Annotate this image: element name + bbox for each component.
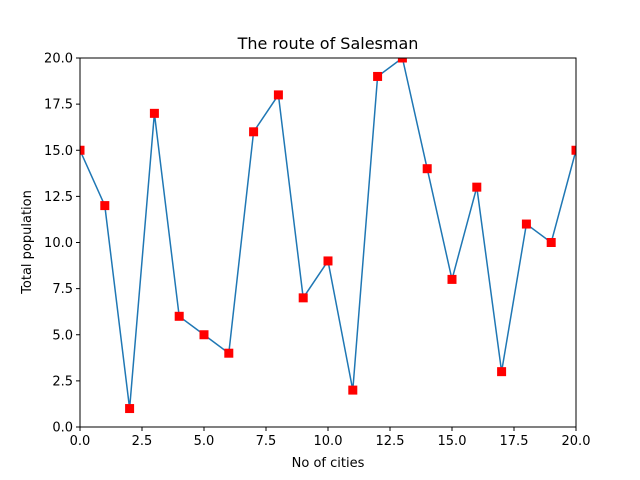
data-point-marker (80, 145, 85, 155)
data-point-marker (174, 311, 184, 321)
y-tick-label: 15.0 (44, 144, 73, 159)
data-point-marker (546, 238, 556, 247)
y-axis-ticks: 0.0 2.5 5.0 7.5 10.0 12.5 15.0 17.5 20.0 (44, 52, 80, 436)
x-tick-label: 0.0 (70, 434, 91, 449)
data-point-marker (348, 385, 358, 395)
data-point-marker (521, 219, 531, 229)
data-point-marker (397, 58, 407, 63)
data-point-marker (125, 404, 135, 414)
x-tick-label: 10.0 (314, 434, 343, 449)
data-point-marker (447, 274, 457, 284)
y-tick-label: 10.0 (44, 236, 73, 251)
x-tick-label: 7.5 (256, 434, 277, 449)
data-point-marker (571, 145, 576, 155)
y-tick-label: 0.0 (52, 421, 73, 436)
chart-title: The route of Salesman (237, 34, 419, 53)
y-tick-label: 12.5 (44, 190, 73, 205)
y-tick-label: 17.5 (44, 98, 73, 113)
x-tick-label: 5.0 (194, 434, 215, 449)
data-point-marker (273, 90, 283, 100)
data-point-marker (373, 71, 383, 81)
data-point-marker (323, 256, 333, 266)
data-point-marker (422, 164, 432, 174)
y-tick-label: 20.0 (44, 52, 73, 67)
y-tick-label: 2.5 (52, 374, 73, 389)
x-tick-label: 15.0 (438, 434, 467, 449)
x-axis-label: No of cities (292, 456, 365, 471)
x-tick-label: 20.0 (562, 434, 591, 449)
y-tick-label: 7.5 (52, 282, 73, 297)
data-point-marker (149, 108, 159, 118)
x-tick-label: 12.5 (376, 434, 405, 449)
y-tick-label: 5.0 (52, 328, 73, 343)
data-point-marker (298, 293, 308, 303)
y-axis-label: Total population (20, 190, 35, 295)
x-tick-label: 17.5 (500, 434, 529, 449)
plot-area (80, 58, 576, 414)
data-point-marker (497, 367, 507, 377)
data-point-marker (100, 201, 110, 211)
data-point-marker (472, 182, 482, 192)
data-point-marker (199, 330, 209, 340)
data-point-marker (249, 127, 259, 137)
x-axis-ticks: 0.0 2.5 5.0 7.5 10.0 12.5 15.0 17.5 20.0 (70, 427, 591, 449)
x-tick-label: 2.5 (132, 434, 153, 449)
data-point-marker (224, 348, 234, 358)
